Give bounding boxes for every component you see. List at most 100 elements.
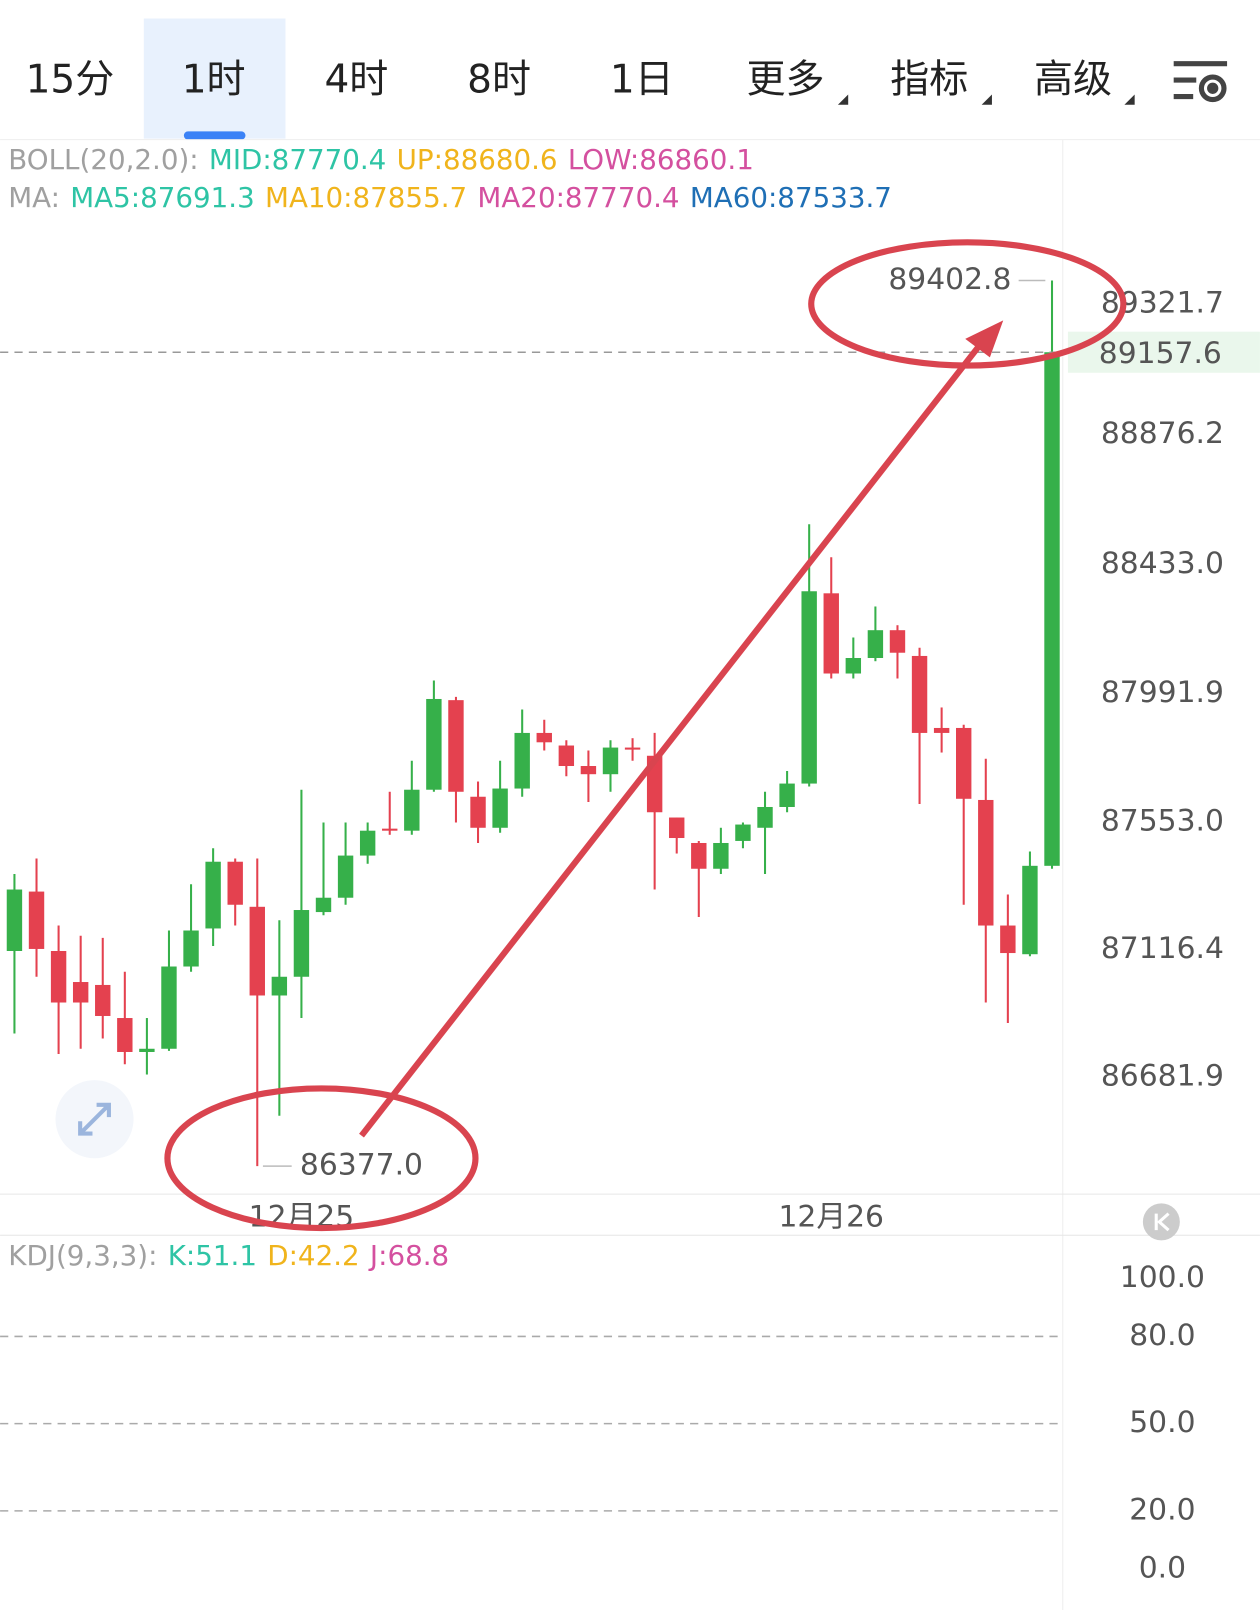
- candle-body: [823, 593, 839, 674]
- candle-body: [382, 828, 398, 831]
- dropdown-caret: [837, 94, 849, 105]
- candle-body: [978, 799, 994, 926]
- legend-entry: MA10:87855.7: [265, 181, 467, 214]
- y-tick-label: 50.0: [1129, 1405, 1195, 1440]
- candle-body: [779, 783, 795, 807]
- tab[interactable]: 15分: [26, 58, 115, 103]
- legend-entry: MA:: [8, 181, 60, 214]
- candle-body: [889, 630, 906, 653]
- candle-body: [359, 830, 376, 856]
- candle-body: [271, 976, 288, 996]
- candle-body: [536, 732, 552, 743]
- legend-entry: UP:88680.6: [397, 143, 558, 176]
- candle-body: [315, 897, 332, 913]
- legend-entry: LOW:86860.1: [568, 143, 754, 176]
- candle-body: [669, 817, 685, 839]
- legend-entry: MID:87770.4: [209, 143, 386, 176]
- candle-body: [713, 842, 729, 869]
- candle-body: [911, 655, 928, 733]
- candle-body: [249, 906, 265, 996]
- y-tick-label: 20.0: [1129, 1492, 1195, 1527]
- candle-body: [558, 745, 575, 767]
- legend-entry: MA20:87770.4: [477, 181, 679, 214]
- candle-body: [117, 1018, 133, 1052]
- candle-body: [293, 910, 310, 977]
- last-price-label: 89157.6: [1099, 336, 1222, 371]
- dropdown-caret: [981, 94, 992, 105]
- tab[interactable]: 指标: [890, 58, 968, 103]
- candle-body: [95, 984, 111, 1016]
- candle-body: [161, 966, 177, 1049]
- candle-body: [448, 700, 464, 792]
- tab-bar: 15分 1时 4时 8时 1日 更多 指标 高级: [26, 58, 1112, 103]
- candle-body: [956, 727, 972, 799]
- candle-body: [691, 842, 707, 869]
- legend: BOLL(20,2.0): MID:87770.4 UP:88680.6 LOW:86…: [8, 143, 754, 176]
- legend-entry: MA5:87691.3: [70, 181, 254, 214]
- candle-body: [801, 591, 817, 784]
- legend-entry: D:42.2: [267, 1239, 359, 1272]
- kdj-plot: KDJ(9,3,3): K:51.1 D:42.2 J:68.8 100.0 80.0 50…: [0, 1239, 1205, 1586]
- annotation: [164, 239, 1127, 1232]
- min-label: 86377.0: [300, 1148, 423, 1183]
- y-tick-label: 88433.0: [1101, 546, 1224, 581]
- candle-body: [28, 891, 45, 949]
- y-tick-label: 87991.9: [1101, 675, 1224, 710]
- candle-body: [470, 796, 486, 828]
- candle-body: [867, 630, 884, 658]
- candle-body: [404, 789, 420, 831]
- candle-body: [426, 698, 442, 790]
- y-tick-label: 87553.0: [1101, 803, 1224, 838]
- candle-body: [337, 855, 354, 898]
- candle-body: [845, 657, 862, 674]
- tab[interactable]: 4时: [324, 58, 388, 103]
- candle-body: [514, 732, 530, 789]
- candle-body: [580, 766, 597, 775]
- settings-icon[interactable]: [1173, 61, 1228, 103]
- tab[interactable]: 高级: [1034, 58, 1112, 103]
- candle-body: [1000, 925, 1016, 954]
- legend-entry: K:51.1: [168, 1239, 257, 1272]
- candle-body: [227, 861, 243, 905]
- tab[interactable]: 1时: [182, 58, 246, 103]
- candle-body: [933, 727, 950, 733]
- candle-body: [1022, 865, 1038, 955]
- dropdown-caret: [1124, 94, 1135, 105]
- candle-body: [1044, 352, 1060, 866]
- reset-button[interactable]: [1142, 1203, 1180, 1241]
- candle-body: [50, 950, 67, 1003]
- legend-entry: MA60:87533.7: [690, 181, 892, 214]
- y-tick-label: 86681.9: [1101, 1058, 1224, 1093]
- tab[interactable]: 8时: [467, 58, 531, 103]
- legend-entry: KDJ(9,3,3):: [8, 1239, 157, 1272]
- y-tick-label: 87116.4: [1101, 931, 1224, 966]
- y-tick-label: 88876.2: [1101, 416, 1224, 451]
- legend-entry: BOLL(20,2.0):: [8, 143, 198, 176]
- y-tick-label: 80.0: [1129, 1318, 1195, 1353]
- candle-body: [72, 982, 89, 1003]
- legend: KDJ(9,3,3): K:51.1 D:42.2 J:68.8: [8, 1239, 449, 1272]
- candle-body: [205, 861, 221, 929]
- candle-body: [183, 930, 199, 967]
- legend-entry: J:68.8: [368, 1239, 449, 1272]
- y-tick-label: 100.0: [1120, 1260, 1205, 1295]
- legend: MA: MA5:87691.3 MA10:87855.7 MA20:87770.4 MA…: [8, 181, 892, 214]
- active-tab-bg: [143, 18, 286, 139]
- x-tick-label: 12月26: [778, 1199, 884, 1234]
- candle-body: [735, 824, 751, 841]
- active-tab-underline: [183, 131, 246, 140]
- candle-body: [624, 747, 641, 750]
- tab[interactable]: 更多: [747, 58, 825, 103]
- candle-body: [6, 889, 23, 951]
- expand-button[interactable]: [55, 1080, 134, 1159]
- candle-body: [492, 788, 508, 828]
- tab[interactable]: 1日: [610, 58, 674, 103]
- candle-body: [757, 806, 773, 828]
- max-label: 89402.8: [888, 262, 1011, 297]
- price-plot: BOLL(20,2.0): MID:87770.4 UP:88680.6 LOW:86…: [0, 143, 1260, 1234]
- candle-body: [602, 747, 619, 775]
- y-tick-label: 0.0: [1139, 1551, 1186, 1586]
- candle-body: [139, 1048, 155, 1052]
